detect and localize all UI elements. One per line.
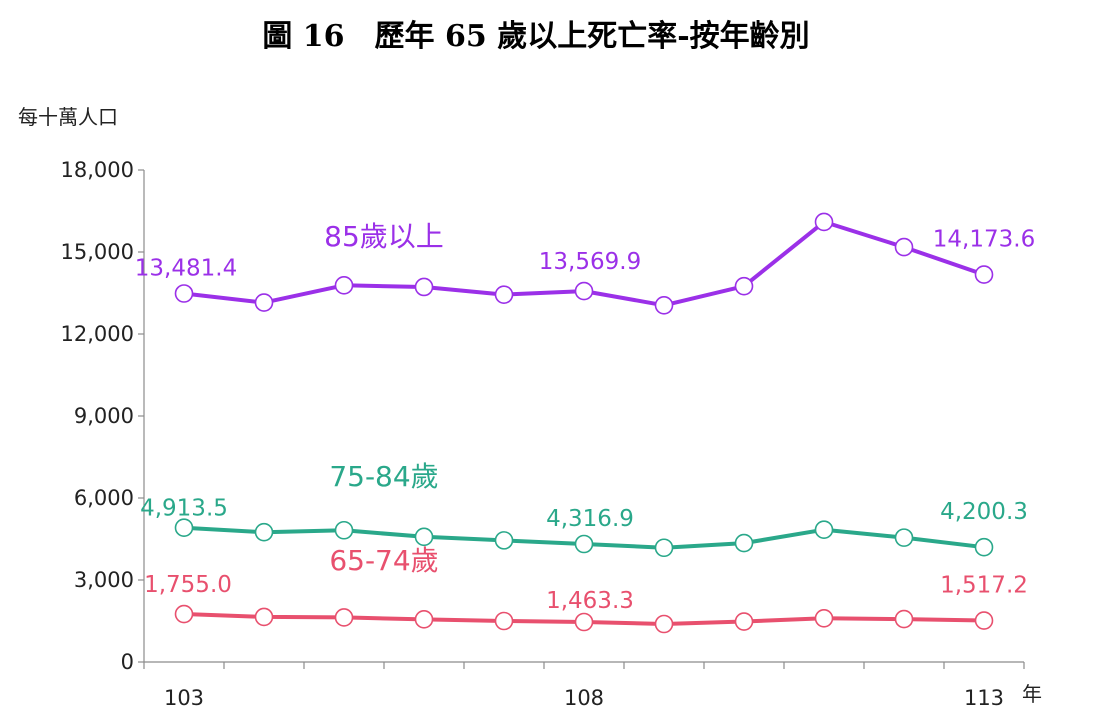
data-label: 13,481.4 — [135, 256, 237, 282]
series-75-84歲: 4,913.5 4,316.9 4,200.3 75-84歲 — [140, 460, 1028, 558]
series-name-label: 75-84歲 — [329, 460, 438, 493]
x-tick-label: 113 — [964, 686, 1004, 710]
data-point — [494, 285, 514, 304]
data-point — [974, 537, 994, 557]
data-point — [734, 276, 754, 296]
series-name-label: 85歲以上 — [324, 220, 444, 253]
series-65-74歲: 1,755.0 1,463.3 1,517.2 65-74歲 — [144, 544, 1028, 634]
data-point — [734, 533, 754, 553]
data-point — [814, 520, 834, 540]
data-point — [974, 265, 994, 284]
data-point — [174, 518, 194, 537]
data-point — [894, 237, 914, 257]
series-layer: 13,481.4 13,569.9 14,173.6 85歲以上 4,913.5 4,31… — [135, 212, 1035, 634]
y-tick-label: 3,000 — [74, 568, 134, 592]
data-point — [494, 531, 514, 550]
y-tick-label: 12,000 — [61, 322, 134, 346]
data-label: 1,755.0 — [144, 572, 232, 598]
data-point — [814, 608, 834, 628]
data-point — [254, 293, 274, 312]
data-point — [574, 281, 594, 301]
x-tick-label: 108 — [564, 686, 604, 710]
data-label: 4,200.3 — [940, 499, 1028, 525]
data-label: 4,316.9 — [546, 506, 634, 532]
data-point — [414, 610, 434, 629]
data-point — [414, 527, 434, 547]
data-point — [574, 534, 594, 554]
data-point — [174, 284, 194, 303]
data-point — [974, 611, 994, 630]
y-tick-label: 18,000 — [61, 158, 134, 182]
data-label: 1,463.3 — [546, 588, 634, 614]
axes: 0 3,000 6,000 9,000 12,000 15,000 18,000 103 108… — [61, 158, 1025, 710]
x-tick-label: 103 — [164, 686, 204, 710]
y-tick-label: 0 — [121, 650, 134, 674]
data-point — [334, 608, 354, 627]
data-label: 1,517.2 — [940, 573, 1028, 599]
data-point — [654, 538, 674, 558]
data-point — [254, 607, 274, 627]
data-point — [254, 522, 274, 542]
y-axis-unit-label: 每十萬人口 — [18, 105, 118, 129]
chart-title: 圖 16 歷年 65 歲以上死亡率-按年齡別 — [262, 19, 809, 54]
data-point — [174, 604, 194, 624]
series-name-label: 65-74歲 — [329, 544, 438, 577]
data-point — [334, 520, 354, 540]
y-tick-label: 15,000 — [61, 240, 134, 264]
data-point — [494, 611, 514, 631]
data-point — [654, 614, 674, 634]
data-label: 13,569.9 — [539, 249, 641, 275]
data-point — [894, 609, 914, 629]
data-label: 14,173.6 — [933, 227, 1035, 253]
data-point — [814, 212, 834, 232]
y-tick-label: 9,000 — [74, 404, 134, 428]
data-point — [574, 612, 594, 632]
data-label: 4,913.5 — [140, 496, 228, 522]
data-point — [414, 277, 434, 297]
data-point — [734, 612, 754, 631]
data-point — [334, 276, 354, 295]
data-point — [654, 295, 674, 315]
data-point — [894, 528, 914, 547]
series-85歲以上: 13,481.4 13,569.9 14,173.6 85歲以上 — [135, 212, 1035, 315]
x-axis-unit-label: 年 — [1022, 682, 1042, 706]
y-tick-label: 6,000 — [74, 486, 134, 510]
